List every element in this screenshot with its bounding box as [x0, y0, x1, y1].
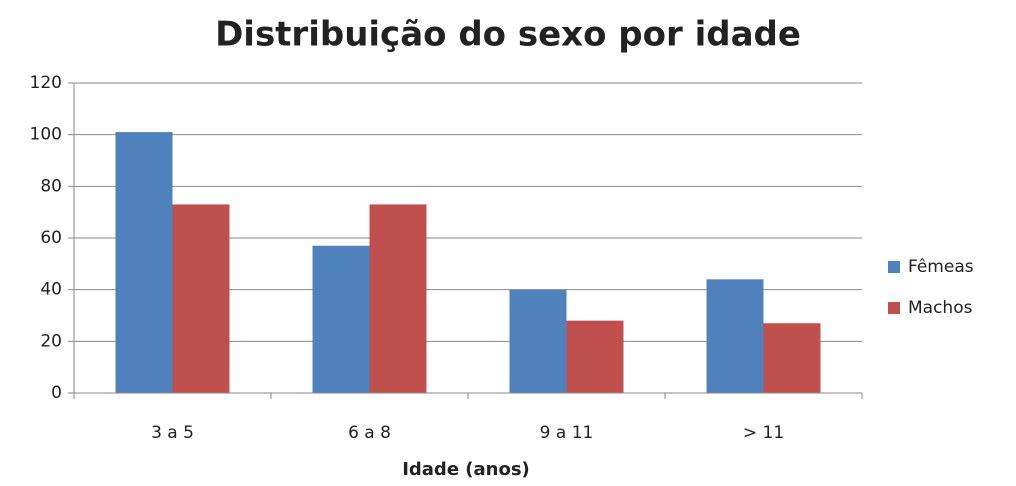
- y-tick-label: 60: [40, 228, 62, 248]
- bar: [566, 320, 624, 393]
- y-tick-label: 0: [51, 383, 62, 403]
- y-tick-label: 100: [30, 125, 62, 145]
- x-tick-label: > 11: [743, 423, 784, 443]
- legend-label: Machos: [908, 298, 973, 318]
- bar: [763, 323, 821, 393]
- y-tick-label: 80: [40, 176, 62, 196]
- bar: [509, 289, 567, 393]
- bar: [312, 245, 370, 393]
- legend-label: Fêmeas: [908, 257, 974, 277]
- bar: [115, 132, 173, 394]
- legend-swatch: [888, 302, 900, 314]
- y-tick-label: 20: [40, 331, 62, 351]
- bar: [369, 204, 427, 393]
- x-tick-label: 3 a 5: [151, 423, 194, 443]
- x-tick-label: 9 a 11: [540, 423, 594, 443]
- legend-swatch: [888, 261, 900, 273]
- y-tick-label: 40: [40, 280, 62, 300]
- x-axis-label: Idade (anos): [402, 459, 530, 480]
- y-tick-label: 120: [30, 73, 62, 93]
- chart-title: Distribuição do sexo por idade: [215, 15, 801, 55]
- bar: [172, 204, 230, 393]
- x-tick-label: 6 a 8: [348, 423, 391, 443]
- bar: [706, 279, 764, 393]
